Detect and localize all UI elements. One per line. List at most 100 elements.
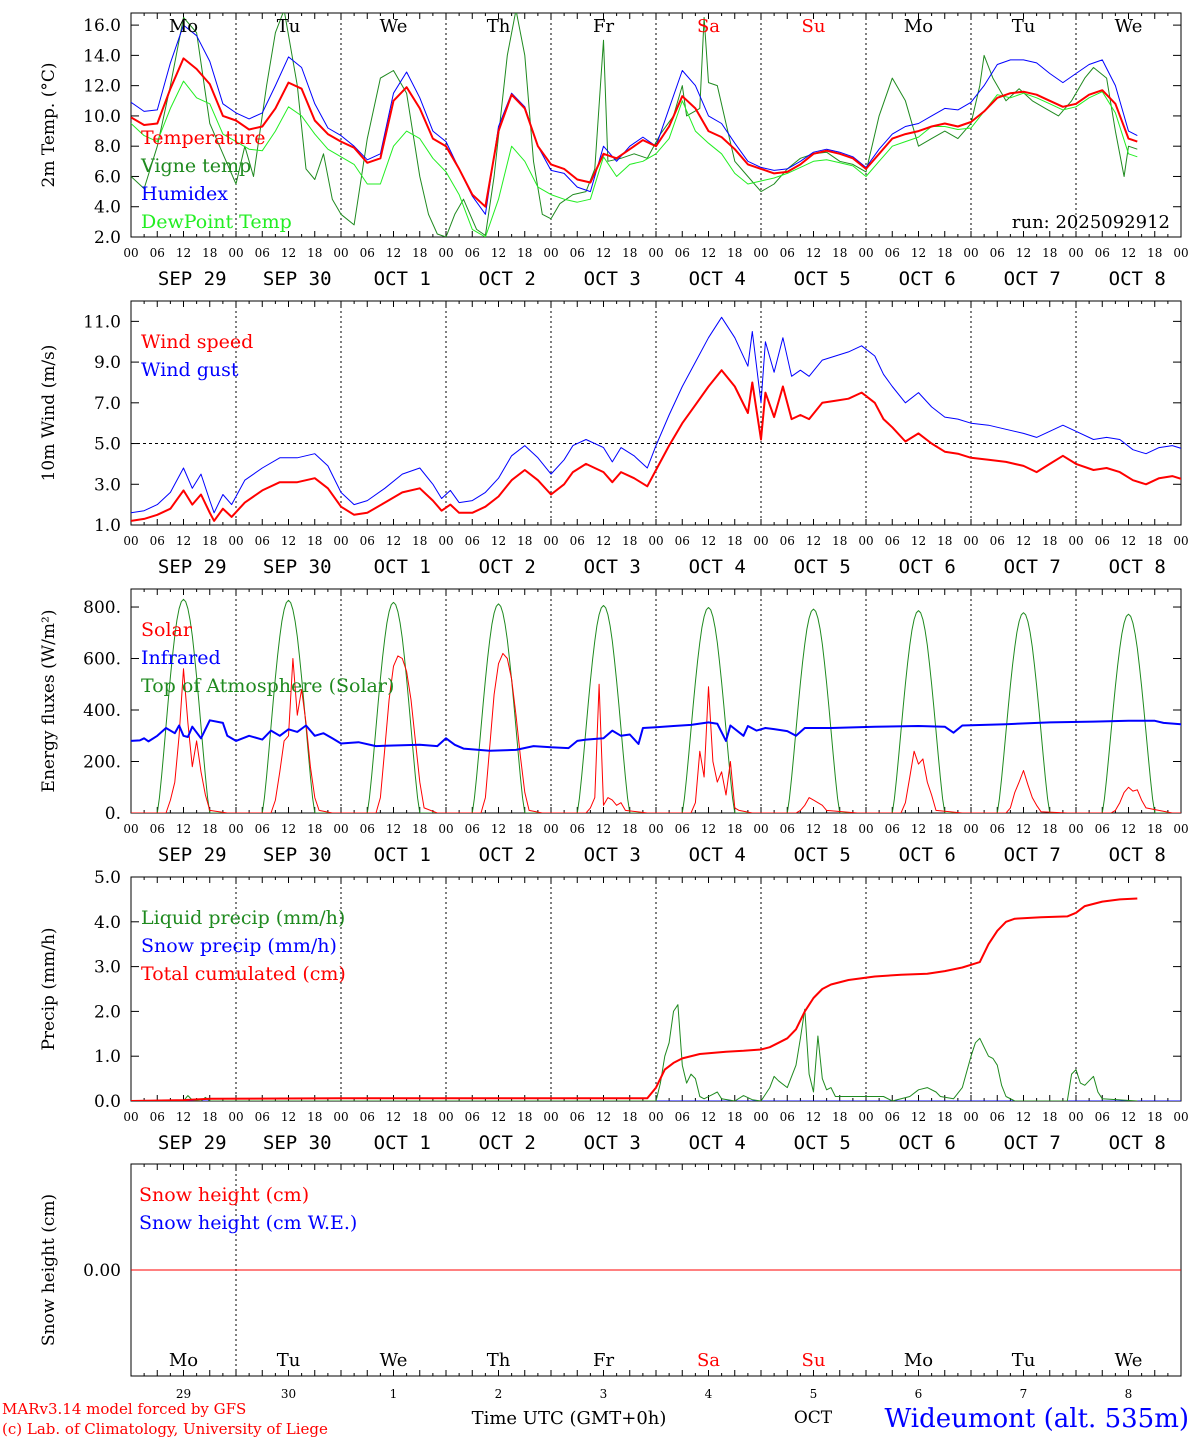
hour-tick-label: 06 <box>885 246 900 260</box>
hour-tick-label: 06 <box>990 822 1005 836</box>
hour-tick-label: 06 <box>780 1110 795 1124</box>
hour-tick-label: 00 <box>858 822 873 836</box>
footer: MARv3.14 model forced by GFS (c) Lab. of … <box>2 1400 1189 1438</box>
hour-tick-label: 00 <box>228 1110 243 1124</box>
y-tick-label: 11.0 <box>83 312 121 332</box>
hour-tick-label: 00 <box>1173 1110 1188 1124</box>
hour-tick-label: 18 <box>1042 534 1057 548</box>
hour-tick-label: 00 <box>1173 822 1188 836</box>
hour-tick-label: 00 <box>858 534 873 548</box>
day-label: Su <box>802 1350 826 1371</box>
day-label: Fr <box>593 1350 614 1371</box>
hour-tick-label: 12 <box>911 822 926 836</box>
x-axis-label: Time UTC (GMT+0h) <box>472 1408 667 1429</box>
legend-snow-height-cm-w-e: Snow height (cm W.E.) <box>139 1212 357 1234</box>
hour-tick-label: 00 <box>123 822 138 836</box>
hour-tick-label: 12 <box>491 822 506 836</box>
y-tick-label: 2.0 <box>94 1002 121 1022</box>
legend-snow-precip-mm-h: Snow precip (mm/h) <box>141 935 337 957</box>
date-label: OCT 8 <box>1109 268 1166 290</box>
date-label: OCT 3 <box>584 1132 641 1154</box>
hour-tick-label: 06 <box>990 246 1005 260</box>
hour-tick-label: 18 <box>307 822 322 836</box>
hour-tick-label: 12 <box>806 1110 821 1124</box>
series-line-dewpoint-temp <box>131 80 1138 237</box>
y-tick-label: 16.0 <box>83 16 121 36</box>
hour-tick-label: 18 <box>1042 822 1057 836</box>
y-tick-label: 4.0 <box>94 198 121 218</box>
date-label: OCT 6 <box>899 268 956 290</box>
day-number-label: 4 <box>705 1387 713 1401</box>
legend-snow-height-cm: Snow height (cm) <box>139 1184 309 1206</box>
hour-tick-label: 18 <box>1147 534 1162 548</box>
date-label: OCT 1 <box>374 556 431 578</box>
run-annotation: run: 2025092912 <box>1012 212 1170 233</box>
y-axis-label: 10m Wind (m/s) <box>39 345 59 482</box>
date-label: OCT 2 <box>479 268 536 290</box>
hour-tick-label: 00 <box>438 1110 453 1124</box>
month-label: OCT <box>794 1408 833 1428</box>
y-axis-label: Snow height (cm) <box>39 1194 59 1346</box>
series-line-wind-gust <box>131 316 1181 514</box>
hour-tick-label: 00 <box>753 246 768 260</box>
credit-line-1: MARv3.14 model forced by GFS <box>2 1400 246 1418</box>
legend-wind-gust: Wind gust <box>141 359 239 381</box>
hour-tick-label: 12 <box>281 246 296 260</box>
hour-tick-label: 18 <box>307 246 322 260</box>
hour-tick-label: 18 <box>412 246 427 260</box>
hour-tick-label: 18 <box>202 822 217 836</box>
day-number-label: 8 <box>1125 1387 1133 1401</box>
legend-temperature: Temperature <box>141 127 265 149</box>
day-label: Th <box>487 16 511 37</box>
panel-precip: 0.0 1.0 2.0 3.0 4.0 5.0 Precip (mm/h) 00 06 12 18 0… <box>39 868 1189 1154</box>
date-label: SEP 30 <box>263 844 332 866</box>
hour-tick-label: 18 <box>1147 246 1162 260</box>
date-label: SEP 29 <box>158 844 227 866</box>
date-label: OCT 4 <box>689 1132 746 1154</box>
day-label: We <box>380 1350 408 1371</box>
y-tick-label: 0.00 <box>83 1261 121 1281</box>
panel-temperature: 2.0 4.0 6.0 8.0 10.0 12.0 14.0 16.0 2m Temp. (°C… <box>39 12 1189 290</box>
date-label: OCT 7 <box>1004 1132 1061 1154</box>
hour-tick-label: 18 <box>832 534 847 548</box>
hour-tick-label: 18 <box>517 534 532 548</box>
hour-tick-label: 00 <box>1068 534 1083 548</box>
hour-tick-label: 18 <box>1042 246 1057 260</box>
hour-tick-label: 00 <box>753 822 768 836</box>
date-label: OCT 1 <box>374 268 431 290</box>
y-tick-label: 3.0 <box>94 958 121 978</box>
hour-tick-label: 06 <box>465 1110 480 1124</box>
hour-tick-label: 00 <box>333 822 348 836</box>
hour-tick-label: 00 <box>438 246 453 260</box>
date-label: OCT 6 <box>899 1132 956 1154</box>
hour-tick-label: 12 <box>911 246 926 260</box>
hour-tick-label: 12 <box>386 534 401 548</box>
hour-tick-label: 06 <box>885 534 900 548</box>
y-tick-label: 3.0 <box>94 475 121 495</box>
date-label: OCT 5 <box>794 844 851 866</box>
hour-tick-label: 00 <box>1068 822 1083 836</box>
hour-tick-label: 12 <box>281 1110 296 1124</box>
hour-tick-label: 12 <box>1016 246 1031 260</box>
hour-tick-label: 12 <box>701 822 716 836</box>
hour-tick-label: 12 <box>176 246 191 260</box>
hour-tick-label: 18 <box>727 1110 742 1124</box>
hour-tick-label: 12 <box>386 1110 401 1124</box>
hour-tick-label: 06 <box>570 822 585 836</box>
date-label: OCT 1 <box>374 1132 431 1154</box>
hour-tick-label: 18 <box>517 822 532 836</box>
hour-tick-label: 18 <box>517 1110 532 1124</box>
panel-wind: 1.0 3.0 5.0 7.0 9.0 11.0 10m Wind (m/s) 00 06 12 1… <box>39 300 1189 578</box>
hour-tick-label: 06 <box>465 822 480 836</box>
hour-tick-label: 12 <box>176 822 191 836</box>
date-label: OCT 6 <box>899 556 956 578</box>
y-axis-label: Energy fluxes (W/m²) <box>39 610 59 793</box>
hour-tick-label: 18 <box>412 1110 427 1124</box>
day-label: Tu <box>1012 1350 1036 1371</box>
hour-tick-label: 18 <box>622 822 637 836</box>
y-tick-label: 8.0 <box>94 137 121 157</box>
hour-tick-label: 12 <box>1016 1110 1031 1124</box>
day-label: Tu <box>277 1350 301 1371</box>
hour-tick-label: 12 <box>1121 534 1136 548</box>
date-label: OCT 4 <box>689 844 746 866</box>
